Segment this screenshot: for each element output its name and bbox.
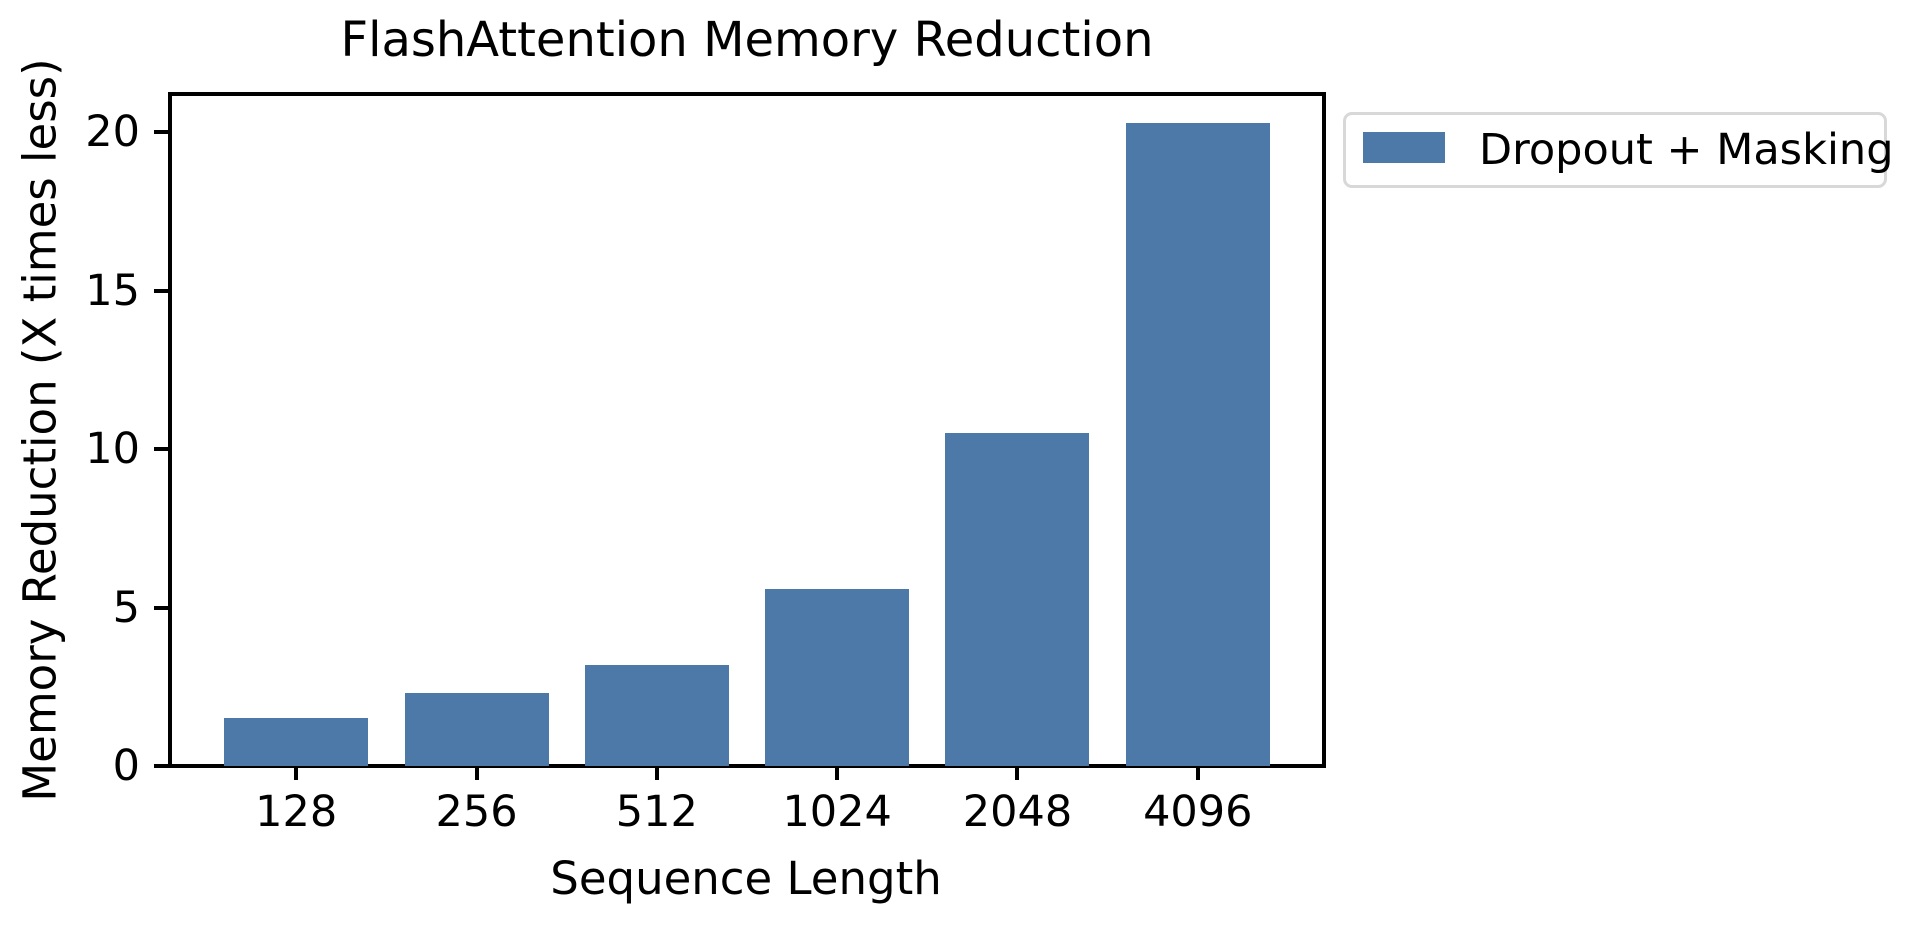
- y-tick: [154, 764, 170, 768]
- bar-256: [404, 693, 549, 766]
- y-tick-label: 10: [85, 424, 140, 475]
- x-tick: [654, 766, 659, 780]
- left-spine: [168, 92, 172, 768]
- x-tick: [294, 766, 299, 780]
- x-axis-line: [168, 764, 1326, 768]
- x-tick: [1195, 766, 1200, 780]
- y-tick: [154, 447, 170, 452]
- y-tick-label: 5: [112, 582, 140, 633]
- bar-512: [584, 664, 729, 766]
- bar-128: [224, 718, 369, 766]
- x-tick-label: 2048: [962, 787, 1073, 837]
- x-tick-label: 128: [255, 787, 338, 837]
- bar-4096: [1125, 122, 1270, 766]
- legend: Dropout + Masking: [1343, 112, 1893, 188]
- x-axis-label: Sequence Length: [550, 852, 942, 905]
- x-tick: [474, 766, 479, 780]
- y-tick-label: 20: [85, 107, 140, 158]
- y-tick: [154, 605, 170, 610]
- plot-area: 128 256 512 1024 2048 4096 0 5 10 15 20: [85, 92, 1326, 834]
- right-spine: [1322, 92, 1326, 768]
- x-tick: [835, 766, 840, 780]
- top-spine: [168, 92, 1326, 96]
- y-tick: [154, 288, 170, 293]
- y-tick-label: 0: [112, 741, 140, 791]
- x-tick-label: 1024: [782, 787, 892, 837]
- chart-title: FlashAttention Memory Reduction: [340, 12, 1154, 68]
- x-tick-label: 256: [435, 787, 518, 837]
- y-tick: [154, 130, 170, 135]
- bar-2048: [945, 433, 1090, 766]
- y-tick-label: 15: [85, 265, 140, 316]
- x-tick: [1015, 766, 1020, 780]
- bar-1024: [765, 588, 910, 766]
- legend-swatch: [1363, 132, 1445, 163]
- legend-label: Dropout + Masking: [1479, 125, 1894, 175]
- x-tick-label: 512: [615, 787, 698, 837]
- x-tick-label: 4096: [1143, 787, 1253, 837]
